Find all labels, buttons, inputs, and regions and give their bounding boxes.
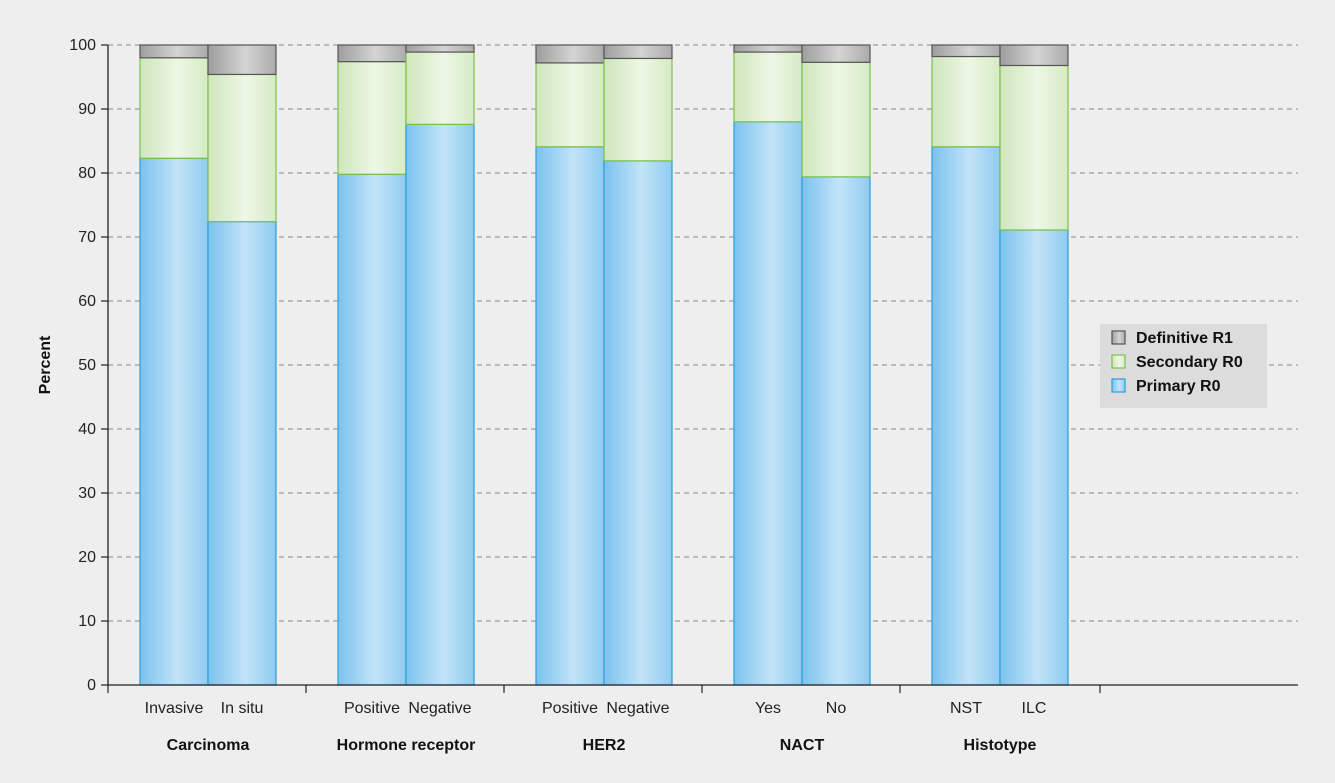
group-label: Hormone receptor: [337, 737, 476, 754]
x-tick-label: Positive: [542, 700, 598, 717]
legend: Definitive R1 Secondary R0 Primary R0: [1100, 324, 1267, 408]
bar-segment-secondary-r0: [405, 51, 475, 125]
bar-segment-definitive-r1: [931, 44, 1001, 58]
bar-segment-secondary-r0: [931, 55, 1001, 148]
y-tick-label: 60: [78, 293, 96, 310]
bar-segment-primary-r0: [603, 160, 673, 686]
x-tick-label: Yes: [755, 700, 781, 717]
x-tick-label: Negative: [606, 700, 669, 717]
legend-label: Definitive R1: [1136, 330, 1233, 347]
y-tick-label: 10: [78, 613, 96, 630]
x-tick-label: NST: [950, 700, 982, 717]
gridlines: [108, 44, 1298, 622]
bar-segment-secondary-r0: [603, 57, 673, 162]
x-tick-label: Negative: [408, 700, 471, 717]
x-tick-label: Invasive: [145, 700, 204, 717]
bar-segment-definitive-r1: [207, 44, 277, 76]
bar-segment-primary-r0: [337, 173, 407, 686]
bar-segment-primary-r0: [999, 229, 1069, 686]
bar-segment-primary-r0: [931, 146, 1001, 686]
bar-segment-secondary-r0: [337, 61, 407, 175]
bar-segment-definitive-r1: [139, 44, 209, 59]
bar-segment-primary-r0: [733, 121, 803, 686]
bar-segment-definitive-r1: [603, 44, 673, 60]
bar-segment-definitive-r1: [801, 44, 871, 63]
bar-segment-secondary-r0: [139, 57, 209, 159]
bar-segment-secondary-r0: [733, 51, 803, 123]
bar-segment-primary-r0: [535, 146, 605, 686]
group-label: HER2: [583, 737, 626, 754]
legend-label: Secondary R0: [1136, 354, 1243, 371]
y-tick-label: 70: [78, 229, 96, 246]
bars: [139, 44, 1069, 686]
bar-segment-primary-r0: [405, 123, 475, 686]
bar-segment-secondary-r0: [999, 64, 1069, 231]
x-tick-label: In situ: [221, 700, 264, 717]
legend-swatch: [1111, 330, 1126, 345]
bar-segment-definitive-r1: [733, 44, 803, 53]
bar-segment-primary-r0: [207, 221, 277, 686]
x-tick-label: No: [826, 700, 847, 717]
y-tick-label: 100: [69, 37, 96, 54]
axes: [101, 44, 1298, 693]
group-label: NACT: [780, 737, 825, 754]
bar-segment-secondary-r0: [801, 61, 871, 178]
bar-segment-definitive-r1: [337, 44, 407, 63]
bar-segment-definitive-r1: [405, 44, 475, 53]
legend-label: Primary R0: [1136, 378, 1221, 395]
x-tick-label: Positive: [344, 700, 400, 717]
y-tick-label: 40: [78, 421, 96, 438]
legend-background: [1100, 324, 1267, 408]
bar-segment-definitive-r1: [999, 44, 1069, 67]
y-tick-label: 0: [87, 677, 96, 694]
axis-labels: 0 10 20 30 40 50 60 70 80 90 100 Invasive In situ Car…: [69, 37, 1046, 754]
group-label: Carcinoma: [167, 737, 250, 754]
y-tick-label: 90: [78, 101, 96, 118]
bar-segment-primary-r0: [801, 176, 871, 686]
y-tick-label: 80: [78, 165, 96, 182]
legend-swatch: [1111, 378, 1126, 393]
y-tick-label: 50: [78, 357, 96, 374]
x-tick-label: ILC: [1022, 700, 1047, 717]
y-tick-label: 30: [78, 485, 96, 502]
y-tick-label: 20: [78, 549, 96, 566]
bar-segment-secondary-r0: [535, 62, 605, 148]
legend-swatch: [1111, 354, 1126, 369]
group-label: Histotype: [964, 737, 1037, 754]
bar-segment-primary-r0: [139, 157, 209, 686]
bar-segment-definitive-r1: [535, 44, 605, 64]
bar-segment-secondary-r0: [207, 73, 277, 223]
y-axis-title: Percent: [37, 335, 54, 394]
